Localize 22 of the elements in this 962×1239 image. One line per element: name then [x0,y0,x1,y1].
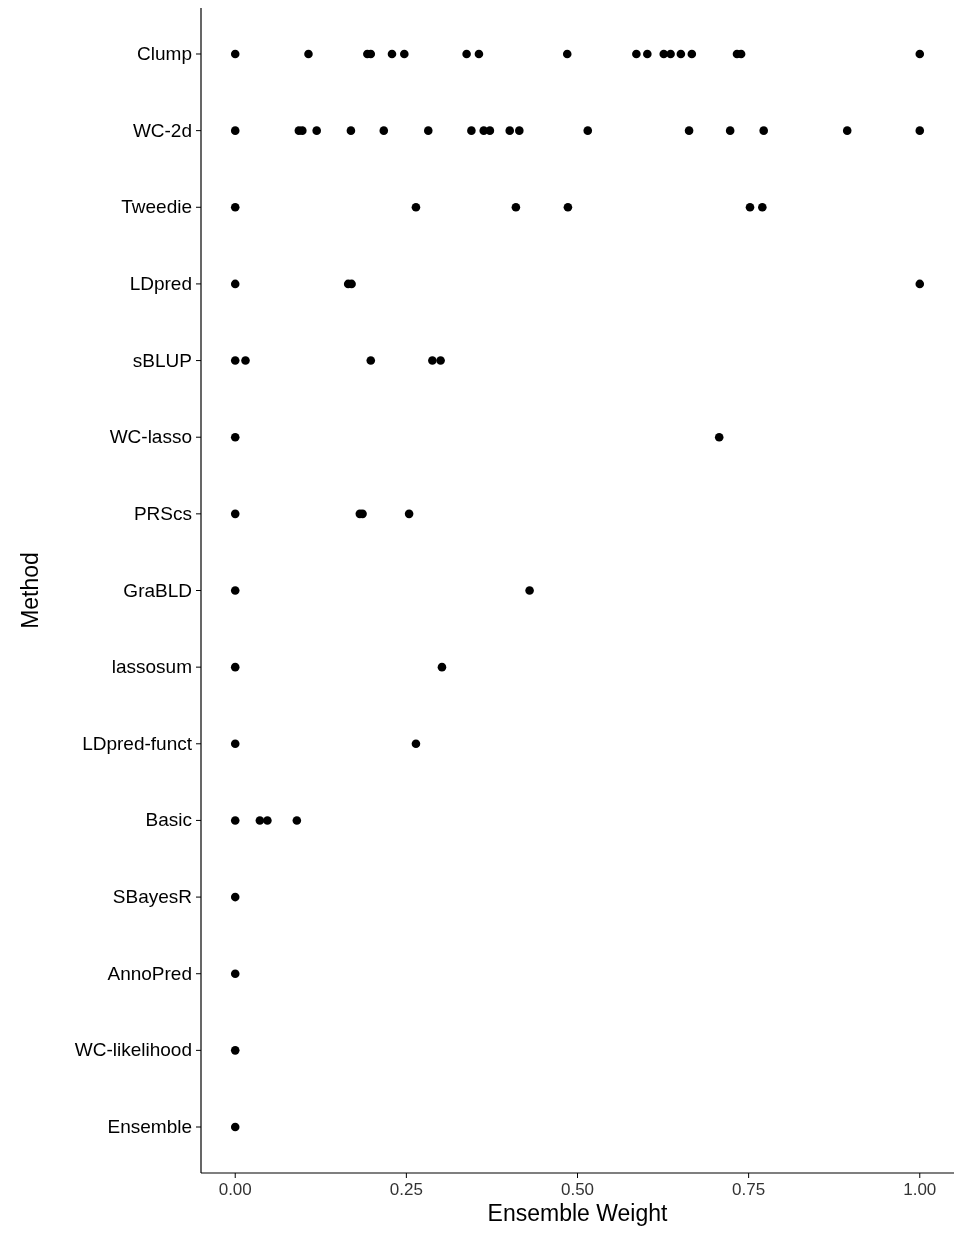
y-tick-label: WC-2d [132,119,192,141]
y-tick-label: Clump [137,42,192,64]
y-tick-label: Ensemble [107,1116,192,1138]
y-tick-label: WC-lasso [109,426,192,448]
y-axis-title: Method [17,552,43,629]
y-tick-label: sBLUP [132,349,192,371]
x-tick-label: 0.00 [218,1180,252,1199]
y-tick-label: LDpred-funct [82,732,193,754]
y-tick-label: AnnoPred [107,962,192,984]
y-tick-label: lassosum [111,656,192,678]
x-tick-label: 1.00 [903,1180,937,1199]
y-tick-label: Tweedie [121,196,192,218]
y-tick-label: WC-likelihood [74,1039,192,1061]
x-tick-label: 0.50 [560,1180,595,1199]
y-tick-label: Basic [145,809,192,831]
x-tick-label: 0.25 [389,1180,423,1199]
y-tick-label: LDpred [129,272,192,294]
x-axis-title: Ensemble Weight [487,1200,669,1226]
y-tick-label: PRScs [133,502,192,524]
y-tick-label: SBayesR [112,886,192,908]
y-tick-label: GraBLD [123,579,192,601]
x-tick-label: 0.75 [732,1180,766,1199]
